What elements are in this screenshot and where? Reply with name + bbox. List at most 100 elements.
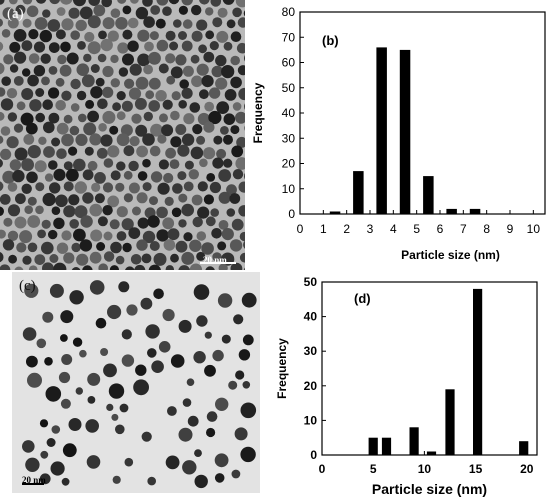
nanoparticle: [35, 88, 45, 97]
y-tick-label-2: 20: [282, 157, 296, 171]
nanoparticle: [76, 90, 87, 101]
nanoparticle: [232, 169, 244, 180]
x-tick-label-4: 20: [520, 462, 534, 476]
nanoparticle: [148, 77, 161, 90]
nanoparticle: [48, 112, 60, 124]
nanoparticle: [116, 91, 126, 101]
nanoparticle: [26, 355, 38, 368]
micrograph-a: (a) 20 nm: [0, 0, 245, 270]
nanoparticle: [221, 334, 231, 344]
nanoparticle: [70, 103, 80, 112]
nanoparticle: [9, 41, 21, 53]
nanoparticle: [151, 360, 164, 373]
nanoparticle: [63, 181, 74, 192]
nanoparticle: [9, 159, 22, 171]
nanoparticle: [26, 171, 38, 184]
nanoparticle: [22, 18, 32, 28]
panel-label: (b): [322, 33, 339, 48]
nanoparticle: [40, 53, 51, 64]
nanoparticle: [117, 42, 129, 54]
nanoparticle: [182, 19, 193, 29]
panel-label-a: (a): [7, 6, 24, 22]
nanoparticle: [48, 66, 58, 75]
nanoparticle: [184, 160, 194, 170]
y-axis-label: Frequency: [275, 338, 289, 399]
nanoparticle: [33, 41, 46, 53]
nanoparticle: [48, 42, 60, 53]
nanoparticle: [121, 100, 133, 112]
nanoparticle: [229, 193, 241, 204]
x-tick-label-9: 9: [507, 222, 514, 236]
nanoparticle: [73, 228, 86, 242]
panel-label-c: (c): [19, 278, 36, 294]
nanoparticle: [141, 431, 152, 442]
y-tick-label-3: 30: [304, 344, 318, 358]
nanoparticle: [102, 86, 114, 98]
bar-0: [329, 211, 341, 214]
nanoparticle: [0, 159, 3, 168]
nanoparticle: [171, 91, 181, 101]
nanoparticle: [165, 147, 177, 159]
nanoparticle: [226, 19, 236, 29]
nanoparticle: [155, 18, 166, 29]
x-tick-label-0: 0: [297, 222, 304, 236]
nanoparticle: [153, 288, 164, 300]
nanoparticle: [93, 4, 106, 17]
nanoparticle: [242, 381, 251, 389]
scalebar-label-a: 20 nm: [203, 255, 227, 265]
nanoparticle: [211, 65, 224, 78]
nanoparticle: [196, 231, 207, 241]
nanoparticle: [98, 123, 107, 132]
nanoparticle: [0, 229, 6, 239]
nanoparticle: [137, 217, 149, 229]
nanoparticle: [148, 51, 161, 65]
bar-5: [473, 288, 483, 455]
y-axis-label: Frequency: [251, 82, 265, 143]
nanoparticle: [71, 267, 81, 270]
nanoparticle: [56, 122, 69, 135]
x-tick-label-1: 5: [370, 462, 377, 476]
nanoparticle: [142, 0, 153, 7]
nanoparticle: [103, 251, 115, 262]
nanoparticle: [240, 446, 256, 463]
nanoparticle: [47, 19, 61, 32]
micrograph-a-image: [0, 0, 245, 270]
nanoparticle: [140, 297, 153, 310]
nanoparticle: [89, 133, 102, 146]
nanoparticle: [27, 215, 41, 228]
nanoparticle: [191, 4, 202, 16]
nanoparticle: [244, 55, 245, 62]
nanoparticle: [163, 172, 174, 184]
nanoparticle: [76, 63, 90, 76]
nanoparticle: [0, 0, 5, 5]
nanoparticle: [179, 79, 189, 89]
nanoparticle: [162, 99, 173, 110]
histogram-b-svg: 0 1 2 3 4 5 6 7 8 9 10 0 10 20 30 40 50 60 70 80 (b) Particle…: [251, 5, 546, 262]
nanoparticle: [218, 220, 229, 230]
nanoparticle: [49, 0, 61, 5]
nanoparticle: [205, 7, 214, 16]
nanoparticle: [189, 102, 201, 113]
nanoparticle: [132, 206, 141, 216]
nanoparticle: [87, 15, 101, 29]
nanoparticle: [94, 172, 106, 184]
nanoparticle: [19, 230, 33, 244]
nanoparticle: [34, 160, 47, 173]
nanoparticle: [53, 262, 67, 270]
nanoparticle: [66, 168, 79, 182]
nanoparticle: [22, 327, 37, 341]
nanoparticle: [171, 207, 182, 218]
nanoparticle: [167, 228, 180, 241]
nanoparticle: [24, 283, 39, 298]
nanoparticle: [123, 193, 133, 203]
nanoparticle: [69, 125, 80, 136]
nanoparticle: [42, 192, 56, 207]
nanoparticle: [120, 124, 133, 137]
nanoparticle: [41, 76, 50, 86]
nanoparticle: [49, 283, 64, 298]
y-tick-label-6: 60: [282, 56, 296, 70]
nanoparticle: [34, 254, 46, 265]
nanoparticle: [55, 29, 66, 40]
nanoparticle: [230, 125, 240, 135]
nanoparticle: [217, 241, 227, 251]
